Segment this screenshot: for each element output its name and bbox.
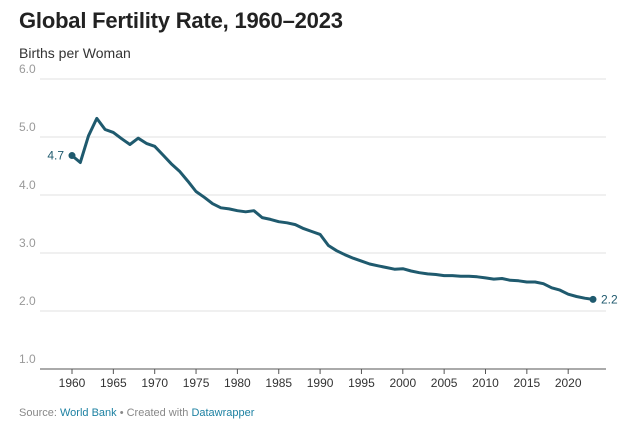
credit-separator: • Created with bbox=[119, 407, 189, 419]
datawrapper-link[interactable]: Datawrapper bbox=[191, 407, 255, 419]
x-tick-label: 1965 bbox=[100, 376, 127, 390]
x-tick-label: 1995 bbox=[348, 376, 375, 390]
chart-footer: Source: World Bank • Created with Datawr… bbox=[19, 407, 254, 419]
series-line-fertility-rate bbox=[70, 116, 595, 301]
x-tick-label: 2015 bbox=[513, 376, 540, 390]
x-tick-label: 1970 bbox=[141, 376, 168, 390]
x-tick-label: 1960 bbox=[59, 376, 86, 390]
x-tick-label: 1975 bbox=[183, 376, 210, 390]
y-tick-label: 5.0 bbox=[19, 120, 36, 134]
y-tick-label: 4.0 bbox=[19, 178, 36, 192]
end-point-marker bbox=[589, 295, 597, 303]
x-tick-label: 1980 bbox=[224, 376, 251, 390]
end-value-label: 2.2 bbox=[601, 292, 618, 306]
x-tick-label: 1985 bbox=[265, 376, 292, 390]
y-axis-labels: 1.0 2.0 3.0 4.0 5.0 6.0 bbox=[19, 62, 36, 366]
x-tick-label: 2010 bbox=[472, 376, 499, 390]
x-tick-label: 2000 bbox=[389, 376, 416, 390]
line-chart: 1.02.03.04.05.06.0 1960 1965 1970 1975 1980 1… bbox=[19, 62, 618, 390]
x-tick-label: 2020 bbox=[555, 376, 582, 390]
x-tick-label: 2005 bbox=[431, 376, 458, 390]
x-axis-labels: 1960 1965 1970 1975 1980 1985 1990 1995 2000 2005… bbox=[59, 376, 582, 390]
source-link[interactable]: World Bank bbox=[59, 407, 117, 419]
start-value-label: 4.7 bbox=[47, 149, 64, 163]
chart-subtitle: Births per Woman bbox=[19, 45, 131, 61]
x-tick-label: 1990 bbox=[307, 376, 334, 390]
source-prefix: Source: bbox=[19, 407, 57, 419]
y-tick-label: 1.0 bbox=[19, 352, 36, 366]
chart-title: Global Fertility Rate, 1960–2023 bbox=[19, 8, 343, 33]
start-point-marker bbox=[68, 152, 76, 160]
grid-lines bbox=[40, 78, 606, 370]
y-tick-label: 6.0 bbox=[19, 62, 36, 76]
x-axis-ticks bbox=[71, 369, 569, 374]
y-tick-label: 3.0 bbox=[19, 236, 36, 250]
y-tick-label: 2.0 bbox=[19, 294, 36, 308]
